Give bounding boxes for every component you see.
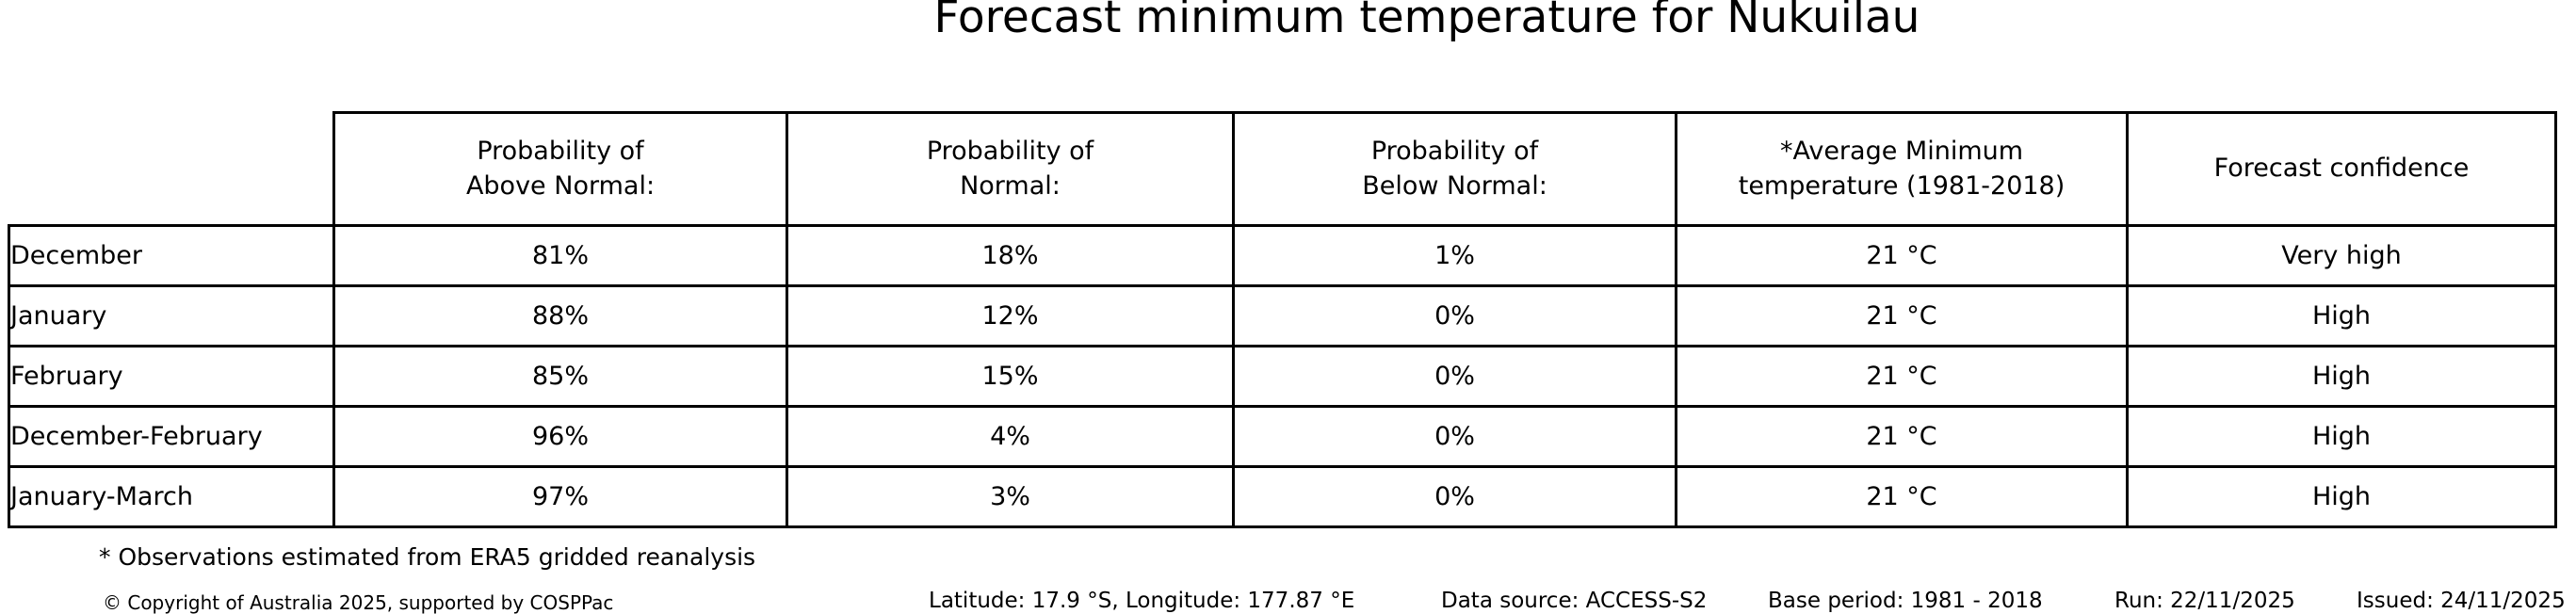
normal-value: 18% [786,224,1235,287]
header-avg-min-temp: *Average Minimum temperature (1981-2018) [1675,111,2129,227]
copyright-text: © Copyright of Australia 2025, supported… [103,591,614,614]
table-row: December 81% 18% 1% 21 °C Very high [8,224,2557,287]
lat-long-text: Latitude: 17.9 °S, Longitude: 177.87 °E [929,589,1355,613]
above-normal-value: 96% [332,405,788,468]
normal-value: 12% [786,284,1235,347]
header-normal: Probability of Normal: [786,111,1235,227]
table-row: December-February 96% 4% 0% 21 °C High [8,405,2557,468]
below-normal-value: 0% [1232,284,1677,347]
normal-value: 15% [786,345,1235,408]
avg-min-temp-value: 21 °C [1675,224,2129,287]
header-below-normal: Probability of Below Normal: [1232,111,1677,227]
table-header-row: Probability of Above Normal: Probability… [9,111,2557,227]
above-normal-value: 97% [332,465,788,528]
below-normal-value: 0% [1232,405,1677,468]
avg-min-temp-value: 21 °C [1675,345,2129,408]
forecast-table: Probability of Above Normal: Probability… [8,111,2557,528]
issued-date-text: Issued: 24/11/2025 [2357,589,2566,613]
avg-min-temp-value: 21 °C [1675,465,2129,528]
table-row: February 85% 15% 0% 21 °C High [8,345,2557,408]
below-normal-value: 1% [1232,224,1677,287]
avg-min-temp-value: 21 °C [1675,405,2129,468]
period-label: December [8,224,335,287]
run-date-text: Run: 22/11/2025 [2114,589,2295,613]
header-forecast-confidence: Forecast confidence [2126,111,2557,227]
normal-value: 4% [786,405,1235,468]
period-label: December-February [8,405,335,468]
below-normal-value: 0% [1232,345,1677,408]
above-normal-value: 85% [332,345,788,408]
corner-empty-cell [9,113,334,226]
table-row: January 88% 12% 0% 21 °C High [8,284,2557,347]
below-normal-value: 0% [1232,465,1677,528]
base-period-text: Base period: 1981 - 2018 [1768,589,2043,613]
confidence-value: High [2126,345,2557,408]
above-normal-value: 81% [332,224,788,287]
above-normal-value: 88% [332,284,788,347]
confidence-value: Very high [2126,224,2557,287]
header-above-normal: Probability of Above Normal: [332,111,788,227]
period-label: January-March [8,465,335,528]
avg-min-temp-value: 21 °C [1675,284,2129,347]
confidence-value: High [2126,465,2557,528]
observations-footnote: * Observations estimated from ERA5 gridd… [99,543,756,571]
table-row: January-March 97% 3% 0% 21 °C High [8,465,2557,528]
normal-value: 3% [786,465,1235,528]
period-label: January [8,284,335,347]
period-label: February [8,345,335,408]
data-source-text: Data source: ACCESS-S2 [1441,589,1708,613]
page-title: Forecast minimum temperature for Nukuila… [933,0,1920,43]
confidence-value: High [2126,284,2557,347]
confidence-value: High [2126,405,2557,468]
